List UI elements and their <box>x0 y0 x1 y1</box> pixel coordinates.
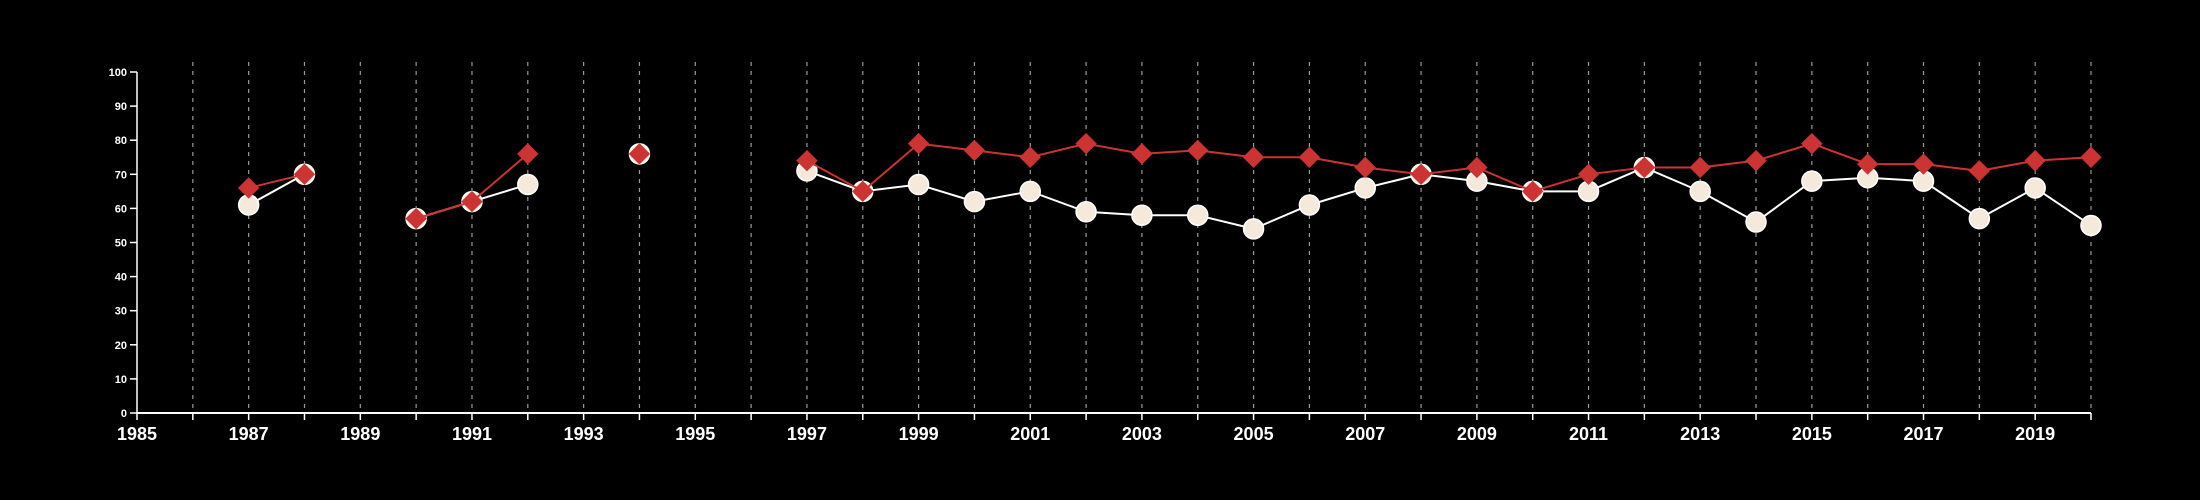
data-point <box>1298 146 1321 168</box>
data-point <box>1801 170 1823 192</box>
data-point <box>1075 201 1097 223</box>
y-tick-label: 40 <box>115 272 127 284</box>
data-point <box>2024 149 2046 172</box>
data-point <box>1522 180 1544 203</box>
data-point <box>1745 211 1767 233</box>
data-point <box>907 132 930 155</box>
x-tick-label: 1993 <box>564 424 604 444</box>
data-point <box>1968 160 1991 182</box>
x-tick-label: 1987 <box>229 424 269 444</box>
data-point <box>1354 156 1376 179</box>
y-ticks: 0 10 20 30 40 50 60 70 80 90 100 <box>109 67 137 420</box>
data-point <box>237 177 260 199</box>
data-point <box>1019 146 1041 168</box>
data-point <box>1466 156 1488 179</box>
data-point <box>796 149 818 172</box>
x-tick-label: 2019 <box>2015 424 2055 444</box>
y-tick-label: 20 <box>115 340 127 352</box>
data-point <box>517 173 539 196</box>
x-ticks: 1985 1987 1989 1991 1993 1995 1997 1999 2001 2003… <box>117 413 2092 444</box>
data-point <box>2080 214 2102 237</box>
data-point <box>1633 156 1656 179</box>
y-tick-label: 70 <box>115 169 127 181</box>
y-tick-label: 10 <box>115 374 127 386</box>
data-point <box>1354 177 1376 199</box>
data-point <box>1131 143 1153 165</box>
series-line <box>248 173 305 189</box>
x-tick-label: 1999 <box>899 424 939 444</box>
data-point <box>1410 163 1432 186</box>
data-point <box>2080 146 2102 168</box>
y-tick-label: 80 <box>115 135 127 147</box>
data-point <box>963 139 986 162</box>
data-point <box>1187 139 1209 162</box>
x-tick-label: 1997 <box>787 424 827 444</box>
x-tick-label: 1995 <box>675 424 715 444</box>
data-point <box>461 190 483 213</box>
data-point <box>907 173 930 196</box>
data-point <box>1242 146 1265 168</box>
data-point <box>1689 156 1711 179</box>
data-point <box>2024 177 2046 199</box>
vertical-gridlines <box>192 62 2092 413</box>
data-point <box>293 163 316 186</box>
data-point <box>1801 132 1823 155</box>
data-point <box>517 143 539 165</box>
y-tick-label: 60 <box>115 203 127 215</box>
data-point <box>1242 218 1265 240</box>
x-tick-label: 1989 <box>340 424 380 444</box>
data-point <box>1131 204 1153 226</box>
x-tick-label: 2011 <box>1569 424 1608 444</box>
axes <box>136 72 2091 414</box>
data-point <box>963 190 986 213</box>
y-tick-label: 30 <box>115 306 127 318</box>
data-point <box>1912 153 1935 175</box>
data-point <box>628 143 651 165</box>
data-point <box>1577 163 1600 186</box>
data-point <box>852 180 874 203</box>
series <box>237 132 2102 240</box>
data-point <box>1075 132 1097 155</box>
series-line <box>806 142 2092 193</box>
x-tick-label: 2007 <box>1345 424 1385 444</box>
data-point <box>1186 204 1209 226</box>
x-tick-label: 2013 <box>1680 424 1720 444</box>
series-1 <box>237 143 2102 240</box>
series-line <box>806 166 2092 230</box>
data-point <box>1856 153 1879 175</box>
x-tick-label: 2017 <box>1903 424 1943 444</box>
x-tick-label: 2009 <box>1457 424 1497 444</box>
y-tick-label: 90 <box>115 101 127 113</box>
x-tick-label: 1991 <box>452 424 492 444</box>
data-point <box>1298 194 1321 216</box>
series-2 <box>237 132 2102 230</box>
x-tick-label: 2001 <box>1010 424 1050 444</box>
data-point <box>1968 207 1991 230</box>
y-tick-label: 0 <box>121 408 127 420</box>
y-tick-label: 50 <box>115 238 127 250</box>
data-point <box>1689 180 1711 203</box>
data-point <box>1745 149 1767 172</box>
x-tick-label: 2003 <box>1122 424 1162 444</box>
x-tick-label: 1985 <box>117 424 157 444</box>
data-point <box>405 207 427 230</box>
data-point <box>1019 180 1042 203</box>
y-tick-label: 100 <box>109 67 127 79</box>
x-tick-label: 2015 <box>1792 424 1832 444</box>
x-tick-label: 2005 <box>1234 424 1274 444</box>
